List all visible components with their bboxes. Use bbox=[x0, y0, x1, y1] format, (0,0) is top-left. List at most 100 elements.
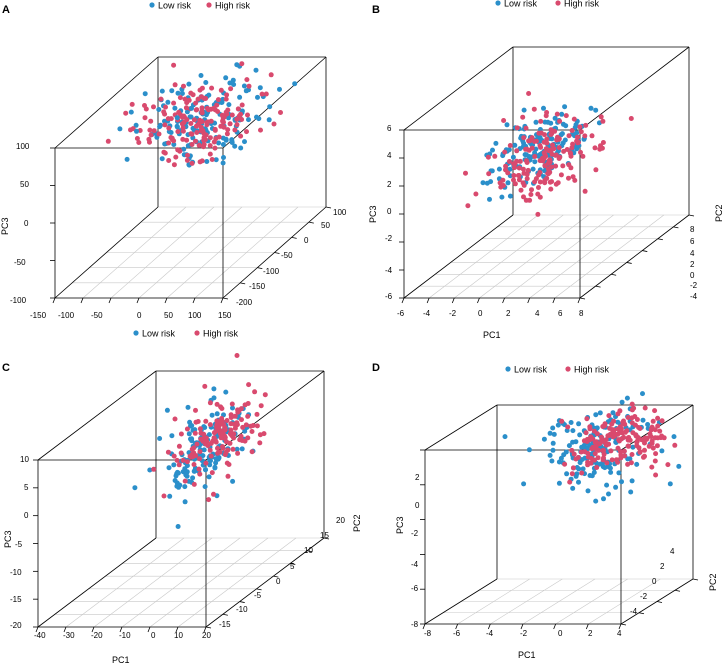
high-risk-point bbox=[238, 133, 244, 139]
high-risk-point bbox=[244, 77, 250, 83]
high-risk-point bbox=[642, 447, 647, 453]
x-tick-label: -10 bbox=[119, 631, 131, 640]
x-tick-mark bbox=[618, 623, 622, 630]
cube-b bbox=[399, 46, 695, 304]
high-risk-point bbox=[600, 140, 606, 145]
high-risk-point bbox=[228, 86, 234, 92]
low-risk-point bbox=[175, 90, 181, 96]
high-risk-point bbox=[183, 105, 189, 111]
high-risk-point bbox=[653, 451, 659, 457]
low-risk-point bbox=[182, 484, 188, 490]
low-risk-point bbox=[510, 154, 516, 160]
y-tick-label: 2 bbox=[660, 562, 665, 571]
z-tick-label: 0 bbox=[24, 219, 29, 228]
cube-d bbox=[420, 404, 699, 630]
high-risk-point bbox=[634, 439, 640, 445]
x-tick-mark bbox=[35, 626, 39, 633]
x-tick-mark bbox=[401, 297, 405, 304]
low-risk-point bbox=[159, 156, 165, 162]
y-tick-mark bbox=[307, 550, 313, 553]
x-tick-label: 150 bbox=[218, 311, 232, 320]
high-risk-point bbox=[158, 96, 164, 102]
low-risk-point bbox=[506, 147, 512, 153]
high-risk-point bbox=[505, 170, 511, 176]
high-risk-point bbox=[650, 418, 656, 424]
high-risk-point bbox=[234, 122, 240, 128]
low-risk-point bbox=[159, 88, 165, 94]
x-tick-mark bbox=[220, 297, 224, 304]
low-risk-point bbox=[242, 139, 247, 145]
low-risk-point bbox=[541, 105, 546, 111]
low-risk-point bbox=[223, 389, 229, 395]
high-risk-point bbox=[548, 132, 554, 137]
low-risk-point bbox=[128, 109, 134, 115]
high-risk-point bbox=[498, 184, 504, 190]
high-risk-point bbox=[575, 134, 581, 140]
low-risk-point bbox=[133, 122, 139, 128]
low-risk-point bbox=[164, 407, 170, 413]
low-risk-point bbox=[552, 115, 558, 121]
high-risk-point bbox=[516, 165, 522, 171]
low-risk-point bbox=[169, 433, 175, 439]
high-risk-point bbox=[227, 431, 233, 437]
high-risk-point bbox=[503, 163, 509, 169]
panel-label-b: B bbox=[372, 4, 380, 16]
y-tick-mark bbox=[222, 613, 228, 616]
high-risk-point bbox=[239, 417, 244, 423]
high-risk-point bbox=[570, 465, 576, 471]
high-risk-point bbox=[198, 119, 204, 125]
x-tick-label: 50 bbox=[164, 311, 173, 320]
x-tick-label: 20 bbox=[202, 631, 211, 640]
high-risk-point bbox=[536, 185, 541, 190]
low-risk-point bbox=[619, 479, 624, 485]
high-risk-point bbox=[625, 443, 631, 449]
high-risk-point bbox=[211, 430, 217, 436]
high-risk-point bbox=[615, 411, 621, 417]
x-tick-label: -30 bbox=[63, 631, 75, 640]
high-risk-point bbox=[220, 431, 226, 437]
high-risk-point bbox=[195, 419, 201, 424]
high-risk-point bbox=[564, 147, 570, 152]
z-tick-label: -5 bbox=[15, 540, 23, 549]
low-risk-point bbox=[570, 439, 576, 445]
high-risk-point bbox=[568, 151, 574, 157]
x-tick-label: -20 bbox=[91, 631, 103, 640]
high-risk-point bbox=[621, 434, 627, 440]
low-risk-point bbox=[184, 463, 190, 469]
high-risk-point bbox=[224, 131, 230, 137]
points-d bbox=[502, 391, 682, 504]
low-risk-point bbox=[541, 436, 547, 442]
high-risk-point bbox=[598, 114, 604, 120]
high-risk-point bbox=[528, 192, 534, 197]
high-risk-point bbox=[514, 158, 520, 164]
x-tick-label: 0 bbox=[478, 309, 483, 318]
high-risk-point bbox=[182, 96, 188, 102]
high-risk-point bbox=[197, 471, 203, 477]
low-risk-point bbox=[267, 104, 273, 110]
high-risk-point bbox=[214, 424, 220, 430]
low-risk-point bbox=[169, 88, 175, 94]
low-risk-point bbox=[645, 422, 651, 427]
high-risk-point bbox=[228, 427, 234, 433]
high-risk-point bbox=[185, 152, 190, 158]
high-risk-point bbox=[601, 455, 606, 461]
legend-label-high-d: High risk bbox=[574, 365, 610, 375]
z-tick-label: -100 bbox=[10, 296, 27, 305]
low-risk-point bbox=[521, 107, 527, 113]
high-risk-point bbox=[165, 449, 171, 455]
z-axis-title-c: PC3 bbox=[3, 530, 13, 548]
low-risk-point bbox=[174, 124, 180, 130]
high-risk-point bbox=[601, 451, 607, 457]
low-risk-point bbox=[142, 91, 148, 97]
high-risk-point bbox=[523, 125, 529, 131]
high-risk-point bbox=[559, 418, 565, 424]
low-risk-point bbox=[229, 140, 235, 145]
low-risk-point bbox=[134, 128, 139, 134]
y-tick-label: -50 bbox=[281, 251, 293, 260]
high-risk-point bbox=[520, 180, 526, 186]
high-risk-point bbox=[566, 133, 572, 139]
high-risk-point bbox=[501, 118, 507, 123]
high-risk-point bbox=[180, 457, 186, 463]
ticks-c: -40 -30 -20 -10 0 10 20 -15 -10 -5 0 5 1… bbox=[10, 455, 345, 640]
low-risk-point bbox=[559, 111, 565, 117]
